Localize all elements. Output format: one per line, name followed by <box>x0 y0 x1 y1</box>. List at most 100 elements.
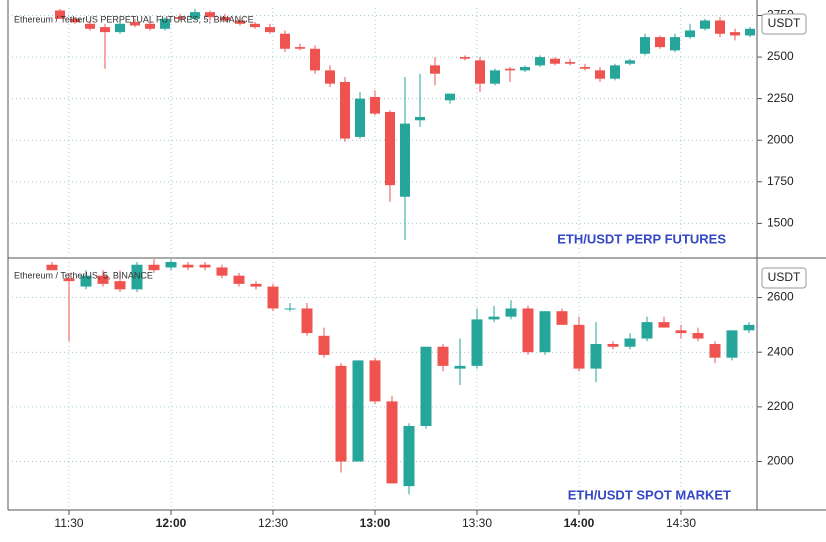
candle-body <box>400 123 410 197</box>
candle-body <box>386 401 398 484</box>
candle-body <box>165 262 177 268</box>
candle-body <box>114 281 126 290</box>
y-tick-label: 2600 <box>767 290 794 304</box>
candle-body <box>488 316 500 320</box>
candle-body <box>70 18 80 23</box>
candle-body <box>130 22 140 26</box>
axis-label: USDT <box>768 270 801 284</box>
candle-body <box>730 32 740 36</box>
y-tick-label: 2400 <box>767 344 794 358</box>
candle-body <box>520 67 530 71</box>
candle-body <box>145 23 155 29</box>
candle-body <box>745 28 755 36</box>
candle-body <box>352 360 364 462</box>
candle-body <box>265 27 275 33</box>
x-tick-label: 12:00 <box>156 516 187 530</box>
axis-label-box <box>761 267 807 289</box>
candle-body <box>640 37 650 54</box>
candle-body <box>233 275 245 284</box>
candle-body <box>199 264 211 268</box>
candle-body <box>670 37 680 51</box>
candle-body <box>335 365 347 462</box>
axis-label: USDT <box>768 16 801 30</box>
y-tick-label: 2000 <box>767 454 794 468</box>
candle-body <box>190 12 200 19</box>
candle-body <box>550 58 560 64</box>
candle-body <box>475 60 485 84</box>
y-tick-label: 2200 <box>767 399 794 413</box>
candle-body <box>709 344 721 358</box>
annotation: ETH/USDT SPOT MARKET <box>568 487 731 502</box>
candle-body <box>355 98 365 137</box>
chart-title: Ethereum / TetherUS PERPETUAL FUTURES, 5… <box>14 14 254 24</box>
candle-body <box>625 60 635 64</box>
y-tick-label: 2250 <box>767 91 794 105</box>
candle-body <box>295 47 305 49</box>
x-tick-label: 13:00 <box>360 516 391 530</box>
candle-body <box>471 319 483 366</box>
candle-body <box>454 365 466 369</box>
candle-body <box>505 68 515 71</box>
candle-body <box>658 322 670 328</box>
x-tick-label: 13:30 <box>462 516 492 530</box>
candle-body <box>325 70 335 84</box>
candle-body <box>420 346 432 426</box>
candle-body <box>340 82 350 139</box>
candle-body <box>437 346 449 366</box>
candle-body <box>318 335 330 355</box>
candle-body <box>715 20 725 34</box>
candle-body <box>220 17 230 21</box>
candle-body <box>216 267 228 276</box>
x-tick-label: 14:00 <box>564 516 595 530</box>
x-tick-label: 14:30 <box>666 516 696 530</box>
candle-body <box>280 33 290 49</box>
candle-body <box>460 57 470 59</box>
candle-body <box>505 308 517 317</box>
candle-body <box>573 324 585 369</box>
candle-body <box>607 344 619 347</box>
candle-body <box>743 324 755 331</box>
candle-body <box>267 286 279 309</box>
candle-body <box>85 23 95 29</box>
candle-body <box>565 62 575 64</box>
candle-body <box>692 333 704 339</box>
candle-body <box>403 426 415 487</box>
candle-body <box>445 93 455 101</box>
candle-body <box>726 330 738 358</box>
candle-body <box>415 116 425 121</box>
candle-body <box>624 338 636 347</box>
candle-body <box>205 12 215 18</box>
candle-body <box>610 65 620 79</box>
candle-body <box>250 23 260 28</box>
candle-body <box>175 17 185 19</box>
candle-body <box>235 20 245 24</box>
candle-body <box>160 18 170 29</box>
y-tick-label: 1500 <box>767 216 794 230</box>
candle-body <box>148 264 160 271</box>
candle-body <box>556 311 568 325</box>
candle-body <box>535 57 545 66</box>
y-tick-label: 2500 <box>767 49 794 63</box>
candle-body <box>539 311 551 353</box>
candle-body <box>250 283 262 287</box>
candle-body <box>590 344 602 369</box>
candle-body <box>284 308 296 310</box>
candle-body <box>641 322 653 339</box>
axis-label-box <box>761 13 807 35</box>
y-tick-label: 1750 <box>767 174 794 188</box>
candle-body <box>80 275 92 287</box>
candle-body <box>301 308 313 334</box>
x-tick-label: 12:30 <box>258 516 288 530</box>
candle-body <box>115 23 125 33</box>
candle-body <box>655 37 665 48</box>
candle-body <box>490 70 500 84</box>
annotation: ETH/USDT PERP FUTURES <box>557 231 726 246</box>
candle-body <box>182 264 194 268</box>
candle-body <box>370 96 380 114</box>
x-tick-label: 11:30 <box>54 516 83 530</box>
candle-body <box>385 111 395 186</box>
candle-body <box>55 10 65 19</box>
candle-body <box>595 70 605 79</box>
candle-body <box>430 65 440 74</box>
